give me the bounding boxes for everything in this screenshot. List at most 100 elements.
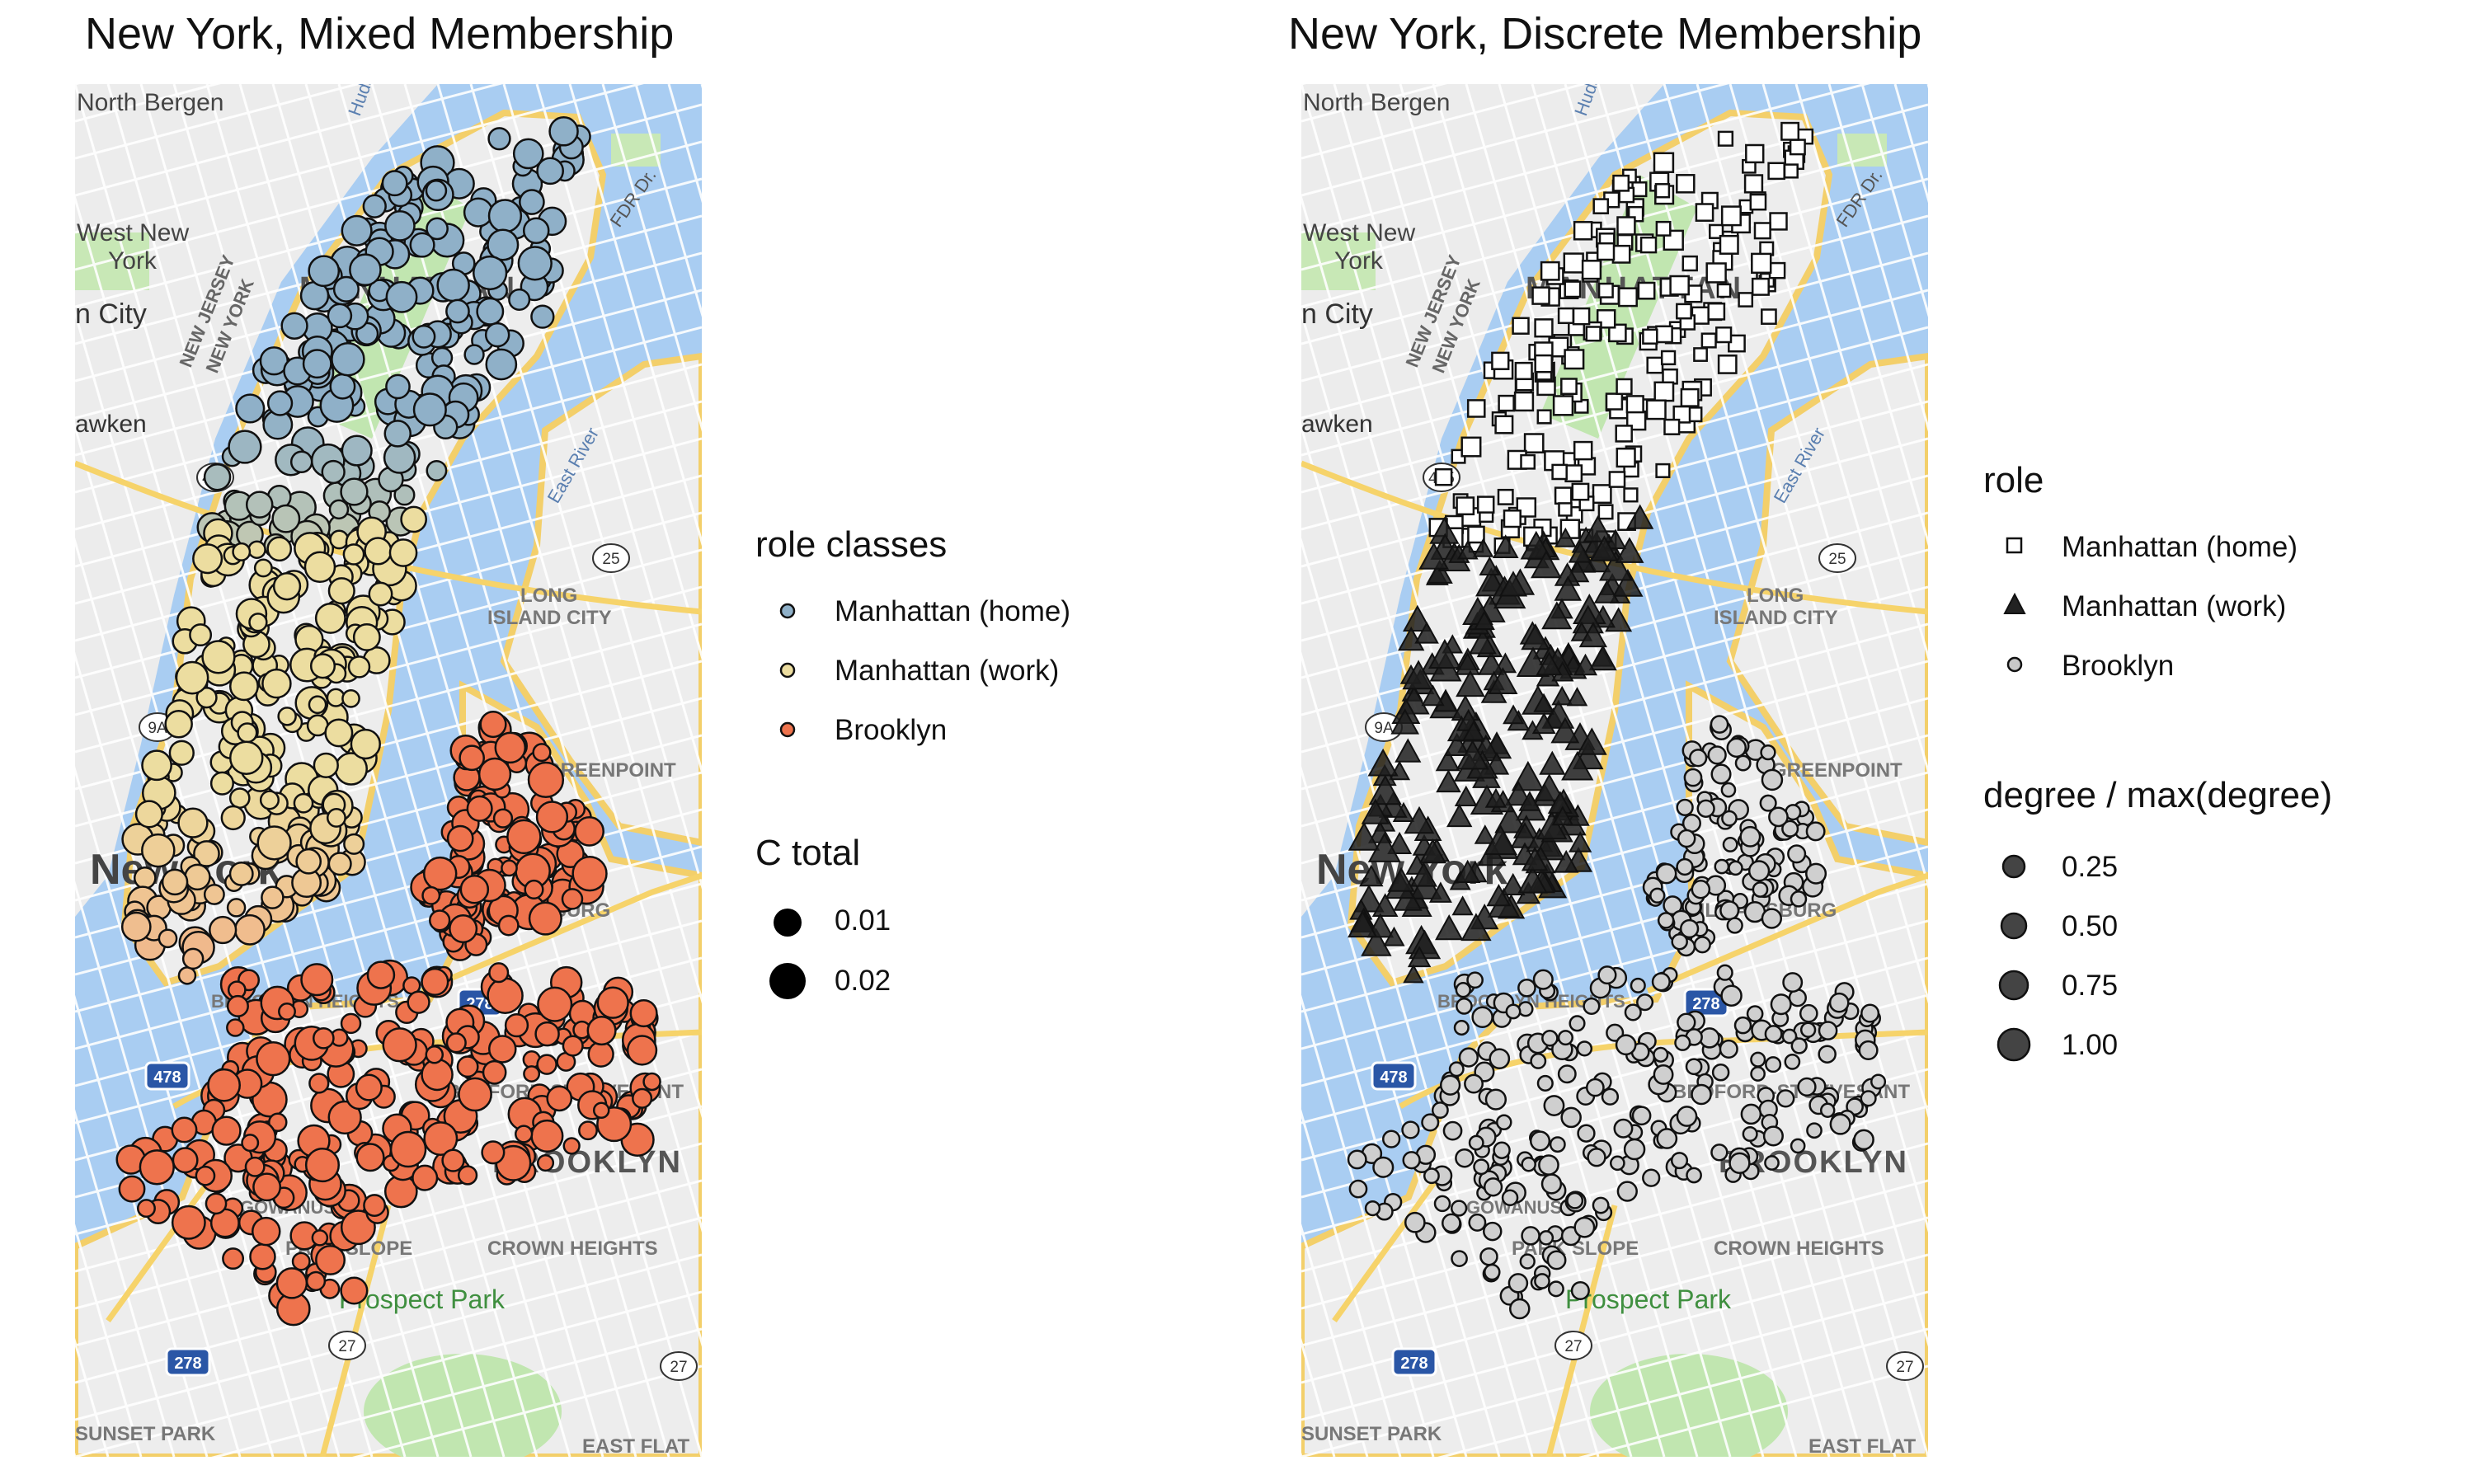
work-point	[352, 622, 381, 651]
work-triangle-point	[1404, 805, 1435, 834]
legend-marker-square	[2006, 537, 2023, 554]
brooklyn-circle-point	[1507, 1273, 1529, 1294]
brooklyn-circle-point	[1676, 857, 1694, 876]
brooklyn-point	[340, 1209, 376, 1246]
brooklyn-circle-point	[1719, 1039, 1738, 1059]
work-triangle-point	[1426, 559, 1453, 584]
brooklyn-point	[366, 960, 396, 989]
home-square-point	[1645, 399, 1667, 420]
brooklyn-point	[642, 1072, 661, 1092]
brooklyn-point	[506, 819, 542, 855]
work-point	[313, 752, 339, 779]
home-point	[228, 430, 262, 464]
highway-27-shield-west: 27	[1554, 1331, 1592, 1360]
home-square-point	[1655, 463, 1671, 478]
street-grid	[1301, 84, 1928, 1457]
map-label-west-new-york-1: West New	[1303, 219, 1415, 247]
work-point	[233, 913, 266, 946]
map-label-west-new-york-1: West New	[77, 219, 189, 247]
home-square-point	[1540, 261, 1560, 281]
brooklyn-circle-point	[1716, 964, 1733, 981]
left-panel-title: New York, Mixed Membership	[85, 9, 675, 59]
work-point	[141, 833, 176, 868]
home-square-point	[1434, 467, 1453, 486]
home-square-point	[1695, 203, 1714, 222]
work-triangle-point	[1569, 831, 1592, 852]
home-square-point	[1716, 283, 1732, 298]
brooklyn-circle-point	[1681, 814, 1701, 834]
work-triangle-point	[1455, 651, 1480, 675]
home-square-point	[1564, 464, 1583, 483]
brooklyn-circle-point	[1613, 1118, 1634, 1139]
home-point	[517, 246, 553, 281]
work-triangle-point	[1348, 910, 1378, 938]
brooklyn-circle-point	[1770, 993, 1792, 1016]
home-square-point	[1608, 323, 1627, 343]
work-point	[203, 883, 225, 905]
home-square-point	[1655, 220, 1672, 237]
work-point	[232, 542, 252, 561]
work-triangle-point	[1576, 727, 1607, 755]
legend-size-marker-025	[2001, 854, 2026, 879]
home-square-point	[1705, 262, 1727, 284]
brooklyn-circle-point	[1714, 858, 1730, 875]
home-square-point	[1719, 234, 1739, 255]
home-point	[340, 477, 369, 506]
brooklyn-circle-point	[1364, 1200, 1381, 1217]
brooklyn-circle-point	[1663, 895, 1683, 916]
work-point	[189, 623, 213, 647]
brooklyn-circle-point	[1742, 1125, 1758, 1143]
legend-size-marker-075	[1998, 970, 2030, 1001]
work-triangle-point	[1550, 716, 1580, 744]
brooklyn-circle-point	[1734, 754, 1752, 772]
brooklyn-circle-point	[1615, 1034, 1637, 1056]
brooklyn-circle-point	[1781, 1028, 1798, 1045]
brooklyn-circle-point	[1653, 1064, 1674, 1085]
home-point	[327, 303, 353, 329]
work-triangle-point	[1521, 846, 1549, 871]
home-square-point	[1720, 205, 1742, 227]
brooklyn-point	[311, 1229, 329, 1247]
home-point	[203, 463, 232, 491]
brooklyn-circle-point	[1569, 1015, 1586, 1032]
work-triangle-point	[1418, 542, 1449, 570]
home-square-point	[1768, 261, 1786, 279]
work-triangle-point	[1484, 824, 1517, 855]
brooklyn-point	[446, 824, 474, 852]
brooklyn-point	[340, 1276, 369, 1305]
brooklyn-point	[340, 1012, 362, 1035]
brooklyn-point	[256, 1041, 291, 1077]
brooklyn-circle-point	[1630, 977, 1646, 993]
brooklyn-point	[477, 757, 512, 791]
home-point	[349, 253, 382, 287]
home-point	[548, 116, 579, 147]
work-triangle-point	[1462, 720, 1485, 741]
home-square-point	[1745, 143, 1765, 164]
brooklyn-point	[226, 1018, 245, 1037]
legend-marker-work	[779, 662, 796, 679]
map-label-weehawken: awken	[75, 411, 147, 438]
work-triangle-point	[1479, 556, 1501, 575]
brooklyn-point	[171, 1116, 198, 1144]
work-triangle-point	[1428, 638, 1461, 669]
brooklyn-circle-point	[1439, 1074, 1461, 1096]
svg-text:25: 25	[1828, 551, 1846, 568]
brooklyn-circle-point	[1764, 1155, 1780, 1171]
brooklyn-circle-point	[1799, 1003, 1818, 1023]
home-square-point	[1637, 281, 1656, 300]
work-triangle-point	[1536, 651, 1563, 676]
work-triangle-point	[1573, 653, 1598, 676]
legend-marker-triangle	[2003, 592, 2026, 614]
work-triangle-point	[1387, 866, 1415, 892]
work-triangle-point	[1402, 660, 1435, 690]
brooklyn-circle-point	[1676, 1106, 1698, 1127]
brooklyn-circle-point	[1818, 1021, 1838, 1040]
brooklyn-point	[300, 963, 334, 997]
brooklyn-circle-point	[1649, 887, 1666, 904]
brooklyn-point	[425, 1045, 444, 1064]
brooklyn-circle-point	[1677, 829, 1696, 848]
home-square-point	[1503, 510, 1522, 528]
brooklyn-point	[532, 743, 552, 763]
brooklyn-point	[445, 1032, 467, 1054]
